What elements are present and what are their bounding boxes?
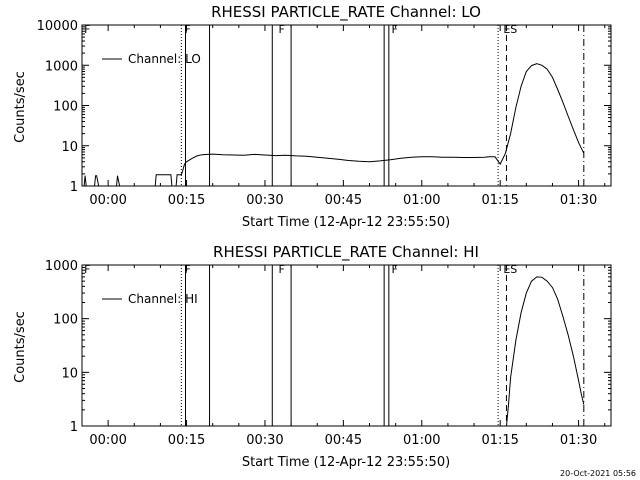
flag-label: F: [184, 263, 190, 276]
flag-label: F: [279, 23, 285, 36]
flag-label: F: [84, 23, 90, 36]
x-axis-label: Start Time (12-Apr-12 23:55:50): [242, 455, 450, 470]
flag-label: F: [391, 23, 397, 36]
flag-label: F: [184, 23, 190, 36]
x-tick-label: 00:15: [168, 193, 205, 208]
chart-title: RHESSI PARTICLE_RATE Channel: HI: [213, 243, 479, 262]
x-tick-label: 00:30: [246, 433, 283, 448]
x-tick-label: 01:00: [403, 433, 440, 448]
x-tick-label: 01:00: [403, 193, 440, 208]
footer-timestamp: 20-Oct-2021 05:56: [560, 469, 636, 478]
panel-hi: RHESSI PARTICLE_RATE Channel: HI 00:00 00…: [13, 243, 612, 470]
panel-lo: RHESSI PARTICLE_RATE Channel: LO 00:00 00…: [13, 3, 612, 230]
x-tick-label: 00:00: [89, 433, 126, 448]
axes-frame: [81, 264, 612, 427]
series-line: [82, 63, 585, 187]
x-axis-label: Start Time (12-Apr-12 23:55:50): [242, 215, 450, 230]
axes-frame: [81, 24, 612, 187]
y-tick-label: 10: [61, 366, 78, 381]
y-axis-label: Counts/sec: [13, 71, 28, 143]
x-tick-label: 00:00: [89, 193, 126, 208]
plot-area: 00:00 00:15 00:30 00:45 01:00 01:15 01:30 1 10 10…: [37, 19, 612, 208]
x-tick-label: 00:45: [325, 433, 362, 448]
y-tick-label: 1000: [45, 59, 78, 74]
x-tick-label: 00:45: [325, 193, 362, 208]
flag-label: ES: [503, 23, 517, 36]
flag-label: F: [279, 263, 285, 276]
series-line: [506, 276, 585, 427]
flag-label: ES: [503, 263, 517, 276]
x-tick-label: 01:15: [481, 433, 518, 448]
y-tick-label: 100: [53, 313, 78, 328]
x-tick-label: 00:30: [246, 193, 283, 208]
plot-area: 00:00 00:15 00:30 00:45 01:00 01:15 01:30 1 10 10…: [45, 259, 612, 448]
y-tick-label: 1: [70, 180, 78, 195]
y-tick-label: 1: [70, 420, 78, 435]
x-tick-label: 01:30: [560, 193, 597, 208]
flag-label: F: [84, 263, 90, 276]
y-tick-label: 1000: [45, 259, 78, 274]
x-tick-label: 00:15: [168, 433, 205, 448]
x-tick-label: 01:30: [560, 433, 597, 448]
y-axis-label: Counts/sec: [13, 311, 28, 383]
chart-title: RHESSI PARTICLE_RATE Channel: LO: [211, 3, 481, 22]
y-tick-label: 100: [53, 100, 78, 115]
legend-label: Channel: HI: [128, 292, 198, 306]
y-tick-label: 10000: [37, 19, 78, 34]
flag-label: F: [391, 263, 397, 276]
legend-label: Channel: LO: [128, 52, 201, 66]
x-tick-label: 01:15: [481, 193, 518, 208]
y-tick-label: 10: [61, 140, 78, 155]
